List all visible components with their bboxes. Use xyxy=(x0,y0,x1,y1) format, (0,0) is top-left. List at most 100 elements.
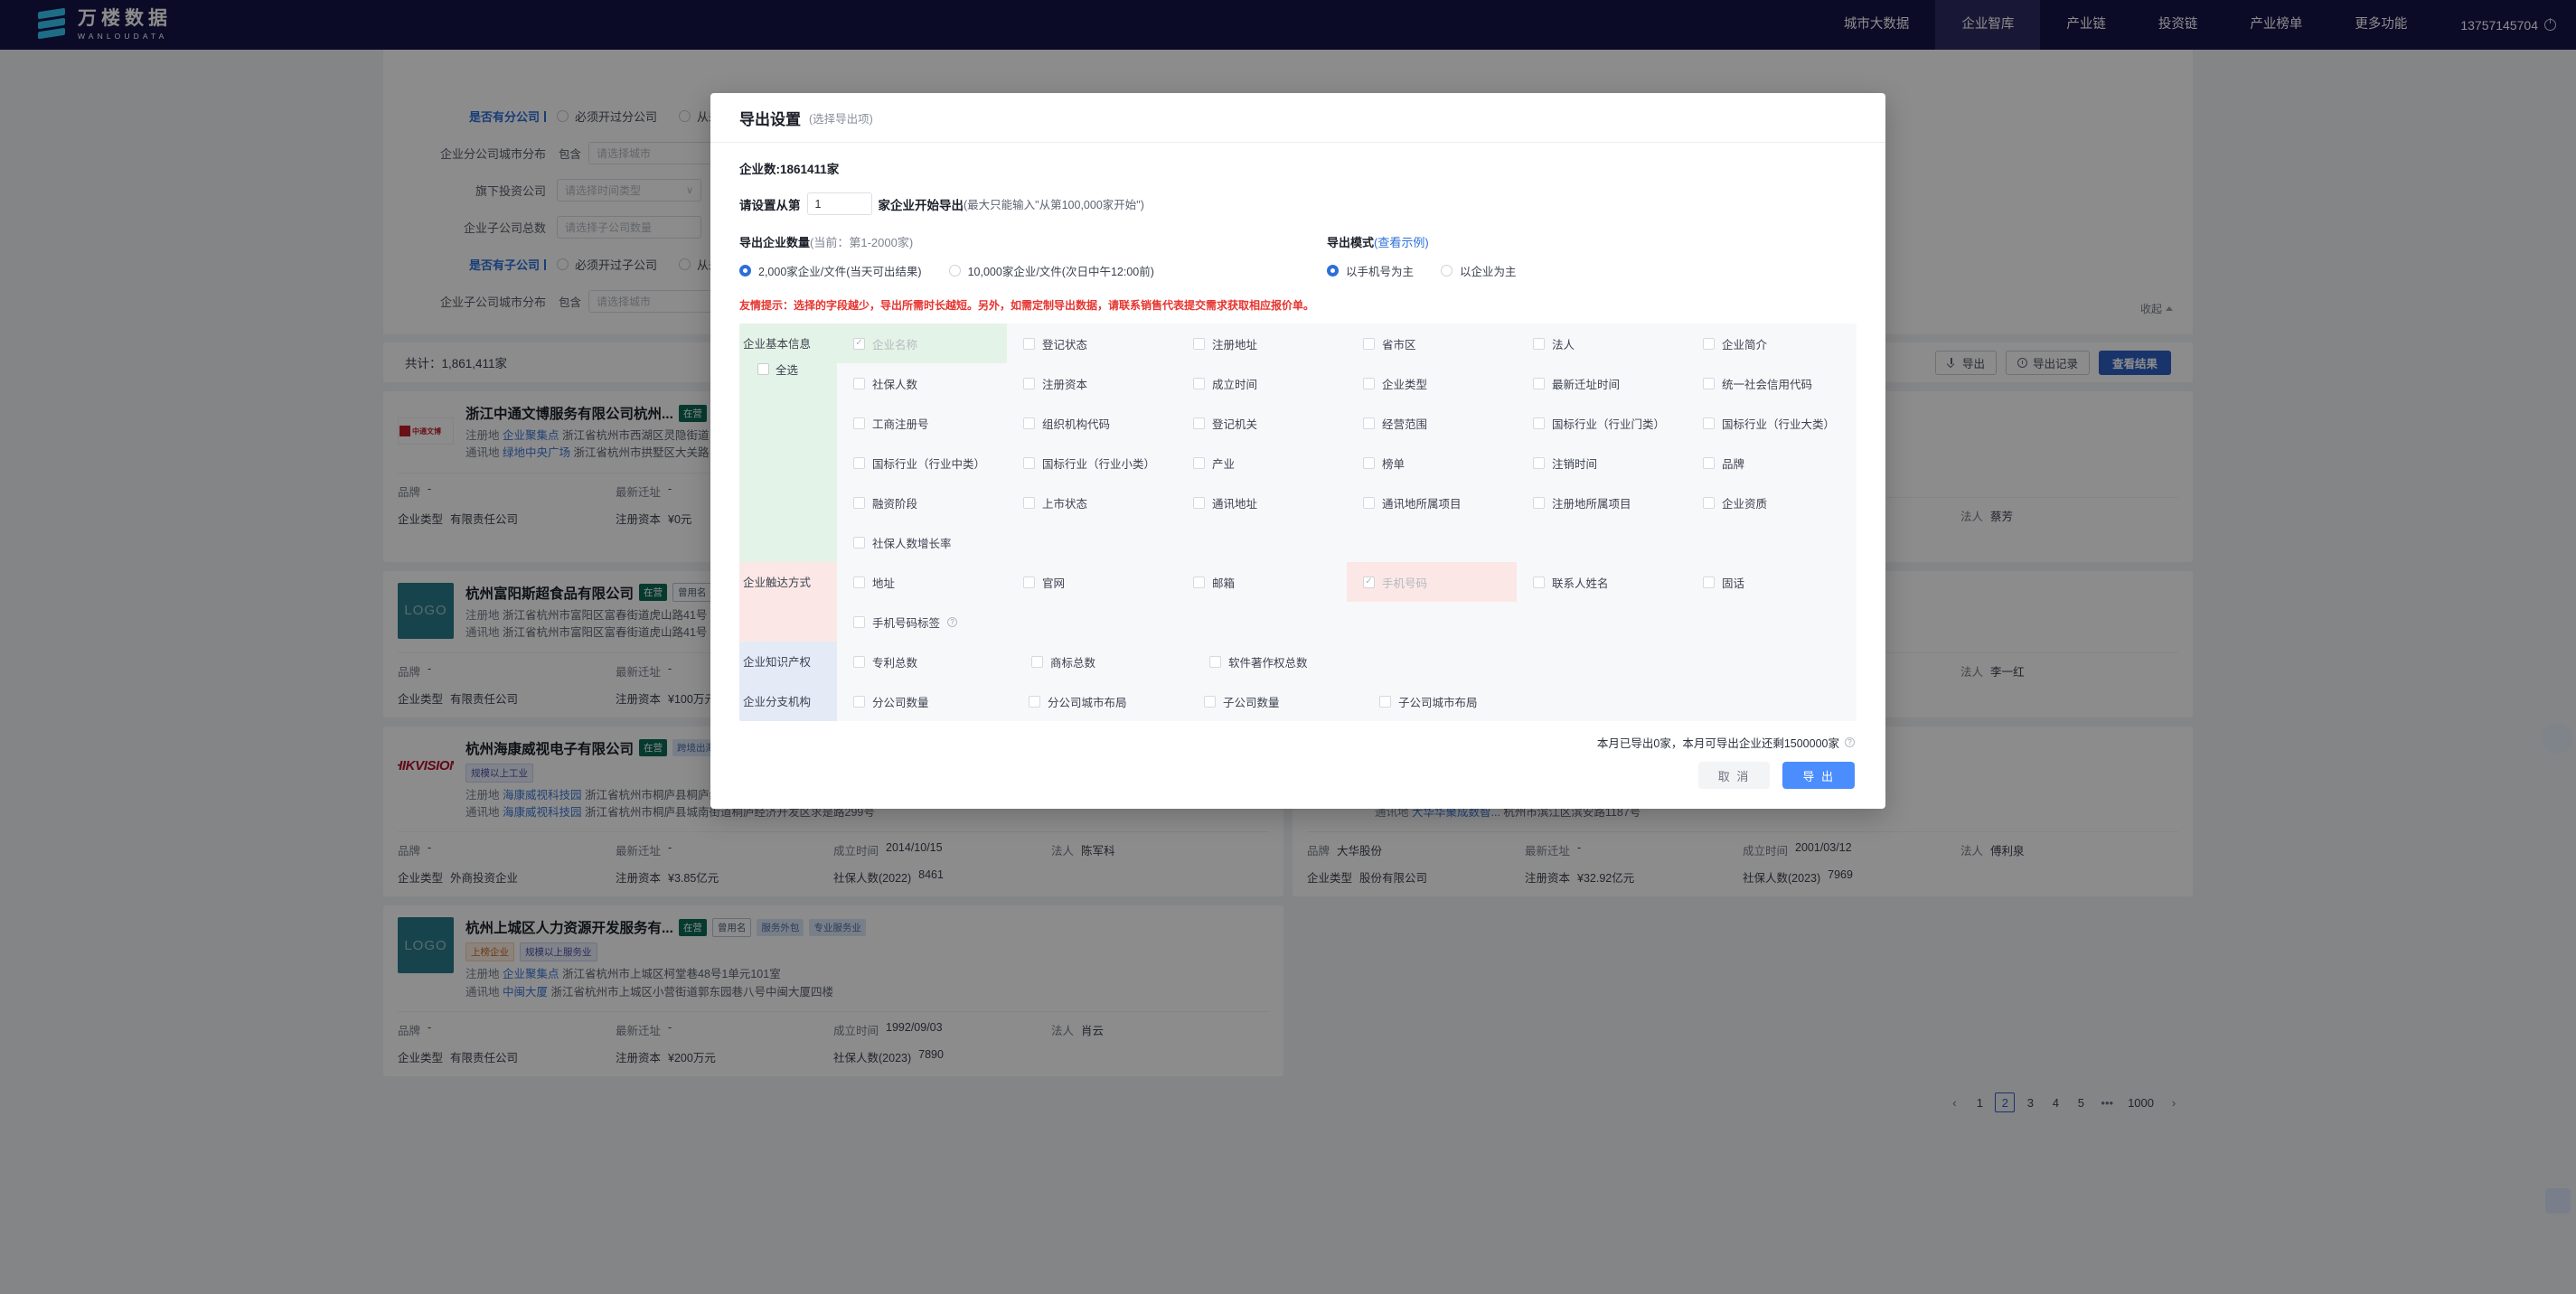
field-checkbox-item[interactable]: 官网 xyxy=(1007,562,1177,602)
field-checkbox-item[interactable]: 注册资本 xyxy=(1007,363,1177,403)
floating-help-widget[interactable] xyxy=(2542,723,2572,754)
postal-address-link[interactable]: 绿地中央广场 xyxy=(503,446,571,460)
export-mode-radio-0[interactable]: 以手机号为主 xyxy=(1327,262,1414,279)
pagination-next[interactable]: › xyxy=(2171,1095,2176,1110)
field-checkbox-item[interactable]: 榜单 xyxy=(1347,443,1517,483)
field-checkbox[interactable] xyxy=(853,417,865,429)
pagination-page-4[interactable]: 4 xyxy=(2052,1095,2060,1110)
field-checkbox[interactable] xyxy=(1363,337,1375,350)
field-checkbox-item[interactable]: 通讯地址 xyxy=(1177,483,1347,522)
field-checkbox-item[interactable]: 经营范围 xyxy=(1347,403,1517,443)
field-checkbox-item[interactable]: 成立时间 xyxy=(1177,363,1347,403)
quantity-radio-1[interactable]: 10,000家企业/文件(次日中午12:00前) xyxy=(948,262,1154,279)
field-checkbox-item[interactable]: 国标行业（行业门类） xyxy=(1517,403,1687,443)
postal-address-link[interactable]: 海康威视科技园 xyxy=(503,805,582,819)
field-checkbox-item[interactable]: 社保人数 xyxy=(837,363,1007,403)
pagination-page-3[interactable]: 3 xyxy=(2026,1095,2035,1110)
field-checkbox[interactable] xyxy=(853,576,865,588)
field-checkbox[interactable] xyxy=(1533,576,1545,588)
export-record-button[interactable]: 导出记录 xyxy=(2005,350,2090,375)
field-checkbox[interactable] xyxy=(1703,496,1715,509)
field-checkbox-item[interactable]: 分公司数量 xyxy=(837,681,1012,721)
field-checkbox[interactable] xyxy=(1533,417,1545,429)
field-checkbox[interactable] xyxy=(1533,377,1545,389)
field-checkbox[interactable] xyxy=(1193,337,1205,350)
field-checkbox-item[interactable]: 邮箱 xyxy=(1177,562,1347,602)
pagination-page-2[interactable]: 2 xyxy=(1995,1092,2016,1112)
field-checkbox-item[interactable]: 工商注册号 xyxy=(837,403,1007,443)
field-checkbox[interactable] xyxy=(1023,576,1035,588)
company-tag[interactable]: 曾用名 xyxy=(672,583,712,603)
field-checkbox[interactable] xyxy=(1363,377,1375,389)
field-checkbox[interactable] xyxy=(1703,377,1715,389)
field-checkbox-item[interactable]: 注册地址 xyxy=(1177,324,1347,363)
company-name[interactable]: 杭州上城区人力资源开发服务有... xyxy=(465,921,673,937)
nav-item-4[interactable]: 产业榜单 xyxy=(2250,17,2303,32)
field-checkbox-item[interactable]: 省市区 xyxy=(1347,324,1517,363)
company-tag[interactable]: 跨境出海 xyxy=(672,739,720,756)
field-checkbox-item[interactable]: 注册地所属项目 xyxy=(1517,483,1687,522)
field-checkbox-item[interactable]: 融资阶段 xyxy=(837,483,1007,522)
field-checkbox[interactable] xyxy=(1023,496,1035,509)
company-tag[interactable]: 在营 xyxy=(678,404,707,422)
filter-radio-4-0[interactable]: 必须开过子公司 xyxy=(557,256,657,273)
field-checkbox-item[interactable]: 国标行业（行业小类） xyxy=(1007,443,1177,483)
field-checkbox-item[interactable]: 子公司数量 xyxy=(1188,681,1363,721)
field-checkbox-item[interactable]: 登记状态 xyxy=(1007,324,1177,363)
field-checkbox-item[interactable]: 专利总数 xyxy=(837,642,1015,681)
user-menu[interactable]: 13757145704 xyxy=(2433,18,2576,33)
field-checkbox[interactable] xyxy=(1193,456,1205,469)
registered-address-link[interactable]: 海康威视科技园 xyxy=(503,788,582,802)
nav-item-2[interactable]: 产业链 xyxy=(2066,17,2106,32)
confirm-export-button[interactable]: 导 出 xyxy=(1782,762,1855,789)
field-checkbox[interactable] xyxy=(853,536,865,549)
company-tag[interactable]: 在营 xyxy=(639,739,668,756)
field-checkbox-item[interactable]: 手机号码标签? xyxy=(837,602,1020,642)
field-checkbox-item[interactable]: 上市状态 xyxy=(1007,483,1177,522)
field-checkbox-item[interactable]: 联系人姓名 xyxy=(1517,562,1687,602)
field-checkbox[interactable] xyxy=(1031,655,1043,668)
field-checkbox-item[interactable]: 注销时间 xyxy=(1517,443,1687,483)
field-checkbox-item[interactable]: 社保人数增长率 xyxy=(837,522,1020,562)
filter-select-5[interactable]: 请选择城市 xyxy=(588,290,734,313)
select-all-checkbox[interactable] xyxy=(757,363,769,375)
field-checkbox[interactable] xyxy=(1193,417,1205,429)
field-checkbox-item[interactable]: 品牌 xyxy=(1687,443,1857,483)
pagination-page-1[interactable]: 1 xyxy=(1976,1095,1984,1110)
postal-address-link[interactable]: 大华华聚成数智... xyxy=(1412,805,1500,819)
field-checkbox[interactable] xyxy=(1023,417,1035,429)
field-checkbox-item[interactable]: 国标行业（行业大类） xyxy=(1687,403,1857,443)
field-checkbox[interactable] xyxy=(1703,417,1715,429)
registered-address-link[interactable]: 企业聚集点 xyxy=(503,429,559,442)
field-checkbox[interactable] xyxy=(1533,337,1545,350)
registered-address-link[interactable]: 企业聚集点 xyxy=(503,968,559,981)
field-checkbox-item[interactable]: 最新迁址时间 xyxy=(1517,363,1687,403)
field-checkbox[interactable] xyxy=(1703,576,1715,588)
field-checkbox[interactable] xyxy=(1363,417,1375,429)
field-checkbox-item[interactable]: 产业 xyxy=(1177,443,1347,483)
company-card[interactable]: LOGO 杭州上城区人力资源开发服务有... 在营 曾用名 服务外包 专业服务业 上榜企业规… xyxy=(383,905,1283,1076)
company-name[interactable]: 杭州海康威视电子有限公司 xyxy=(465,741,635,757)
logout-icon[interactable] xyxy=(2544,18,2556,31)
field-checkbox-item[interactable]: 软件著作权总数 xyxy=(1193,642,1371,681)
start-index-input[interactable] xyxy=(806,192,872,215)
cancel-button[interactable]: 取 消 xyxy=(1697,762,1771,789)
filter-select-2[interactable]: 请选择时间类型 ∨ xyxy=(557,179,701,202)
field-checkbox-item[interactable]: 统一社会信用代码 xyxy=(1687,363,1857,403)
field-checkbox[interactable] xyxy=(1193,576,1205,588)
company-tag[interactable]: 在营 xyxy=(678,918,707,936)
brand-logo[interactable]: 万楼数据 WANLOUDATA xyxy=(38,7,172,42)
field-checkbox-item[interactable]: 组织机构代码 xyxy=(1007,403,1177,443)
field-checkbox-item[interactable]: 企业类型 xyxy=(1347,363,1517,403)
field-checkbox-item[interactable]: 固话 xyxy=(1687,562,1857,602)
company-badge[interactable]: 规模以上服务业 xyxy=(520,942,597,962)
field-checkbox-item[interactable]: 登记机关 xyxy=(1177,403,1347,443)
field-checkbox[interactable] xyxy=(1363,496,1375,509)
collapse-filters-button[interactable]: 收起 xyxy=(2140,301,2173,316)
field-checkbox-item[interactable]: 地址 xyxy=(837,562,1007,602)
nav-item-3[interactable]: 投资链 xyxy=(2158,17,2198,32)
field-checkbox[interactable] xyxy=(853,695,865,708)
filter-select-1[interactable]: 请选择城市 xyxy=(588,142,734,164)
company-name[interactable]: 浙江中通文博服务有限公司杭州... xyxy=(465,407,673,422)
field-checkbox[interactable] xyxy=(853,655,865,668)
